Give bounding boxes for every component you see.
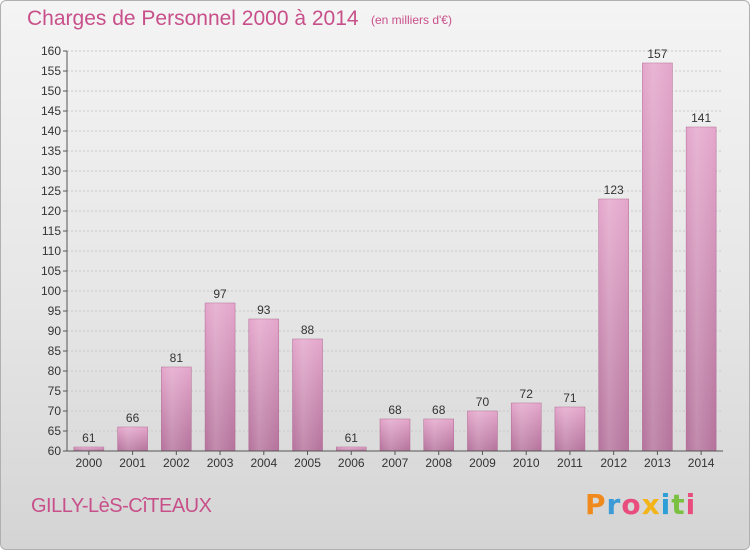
data-label: 88 — [301, 323, 315, 337]
bar-shine — [598, 199, 629, 451]
x-tick-label: 2014 — [688, 456, 715, 470]
data-label: 70 — [476, 395, 490, 409]
y-tick-label: 85 — [48, 344, 62, 358]
bar-shine — [117, 427, 148, 451]
data-label: 68 — [432, 403, 446, 417]
unit-note: (en milliers d'€) — [371, 13, 452, 27]
x-tick-label: 2005 — [294, 456, 321, 470]
y-tick-label: 145 — [41, 104, 61, 118]
logo-letter: t — [671, 488, 686, 521]
y-tick-label: 75 — [48, 384, 62, 398]
data-label: 66 — [126, 411, 140, 425]
data-label: 93 — [257, 303, 271, 317]
y-tick-label: 95 — [48, 304, 62, 318]
y-tick-label: 70 — [48, 404, 62, 418]
logo-letter: P — [585, 488, 607, 521]
bar-shine — [642, 63, 673, 451]
data-label: 123 — [604, 183, 624, 197]
bar-shine — [336, 447, 367, 451]
y-tick-label: 125 — [41, 184, 61, 198]
x-tick-label: 2002 — [163, 456, 190, 470]
commune-name: GILLY-LèS-CîTEAUX — [31, 495, 212, 517]
bar-shine — [73, 447, 104, 451]
bar-shine — [686, 127, 717, 451]
y-tick-label: 80 — [48, 364, 62, 378]
x-tick-label: 2009 — [469, 456, 496, 470]
x-tick-label: 2011 — [557, 456, 583, 470]
y-tick-label: 135 — [41, 144, 61, 158]
data-label: 81 — [170, 351, 184, 365]
x-tick-label: 2006 — [338, 456, 365, 470]
proxiti-logo: Proxiti — [585, 488, 696, 521]
logo-letter: x — [641, 488, 661, 521]
bar-shine — [423, 419, 454, 451]
y-tick-label: 105 — [41, 264, 61, 278]
data-label: 72 — [520, 387, 534, 401]
bar-shine — [467, 411, 498, 451]
bar-shine — [205, 303, 236, 451]
bar-shine — [380, 419, 410, 451]
x-tick-label: 2012 — [600, 456, 627, 470]
y-tick-label: 90 — [48, 324, 62, 338]
data-label: 61 — [345, 431, 359, 445]
x-tick-label: 2013 — [644, 456, 671, 470]
x-tick-label: 2001 — [119, 456, 146, 470]
x-tick-label: 2010 — [513, 456, 540, 470]
logo-letter: i — [685, 488, 697, 521]
logo-letter: o — [621, 488, 642, 521]
logo-letter: i — [660, 488, 672, 521]
data-label: 97 — [213, 287, 227, 301]
logo-letter: r — [606, 488, 622, 521]
y-tick-label: 130 — [41, 164, 61, 178]
x-tick-label: 2007 — [382, 456, 409, 470]
bar-shine — [511, 403, 542, 451]
y-tick-label: 110 — [42, 244, 61, 258]
data-label: 71 — [563, 391, 577, 405]
bar-shine — [554, 407, 585, 451]
y-tick-label: 115 — [42, 224, 61, 238]
y-tick-label: 100 — [41, 284, 61, 298]
y-tick-label: 160 — [41, 44, 61, 58]
y-tick-label: 60 — [48, 444, 62, 458]
x-tick-label: 2008 — [425, 456, 452, 470]
bar-shine — [292, 339, 323, 451]
y-tick-label: 120 — [41, 204, 61, 218]
chart-title: Charges de Personnel 2000 à 2014 — [27, 7, 359, 30]
data-label: 157 — [647, 47, 667, 61]
bar-shine — [248, 319, 279, 451]
y-tick-label: 65 — [48, 424, 62, 438]
y-tick-label: 150 — [41, 84, 61, 98]
data-label: 141 — [691, 111, 711, 125]
bar-shine — [161, 367, 192, 451]
x-tick-label: 2003 — [207, 456, 234, 470]
data-label: 61 — [82, 431, 96, 445]
y-tick-label: 155 — [41, 64, 61, 78]
y-tick-label: 140 — [41, 124, 61, 138]
x-tick-label: 2004 — [250, 456, 277, 470]
x-tick-label: 2000 — [76, 456, 103, 470]
data-label: 68 — [388, 403, 402, 417]
